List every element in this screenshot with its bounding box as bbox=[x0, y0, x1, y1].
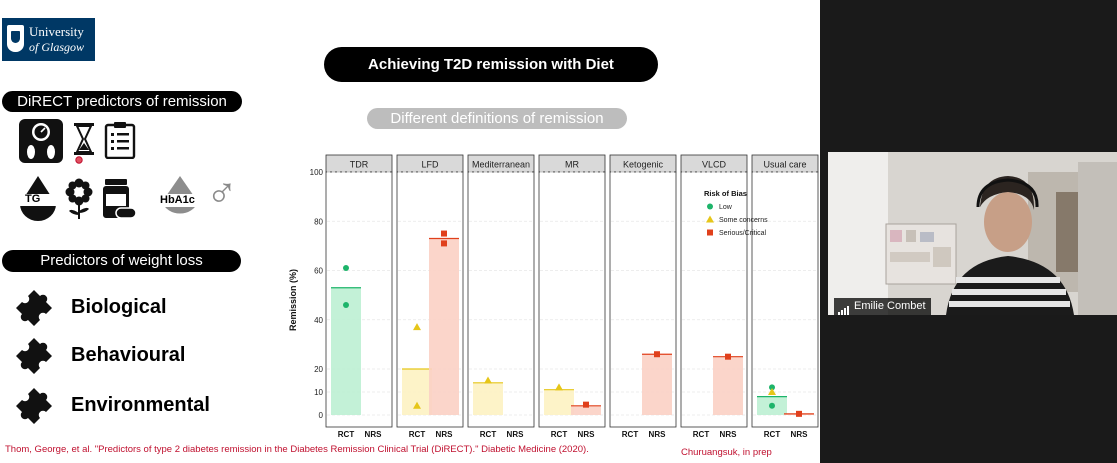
puzzle-icon bbox=[16, 338, 52, 374]
facet-label: VLCD bbox=[702, 160, 727, 170]
legend-key bbox=[707, 203, 713, 210]
bar bbox=[713, 356, 743, 415]
participant-name: Emilie Combet bbox=[854, 300, 926, 312]
bar bbox=[429, 238, 459, 415]
legend-key bbox=[706, 215, 714, 223]
x-tick-label: NRS bbox=[507, 430, 525, 439]
drop-icon: HbA1c bbox=[158, 174, 202, 222]
y-tick-label: 40 bbox=[314, 316, 323, 325]
facet-label: MR bbox=[565, 160, 579, 170]
data-point bbox=[343, 265, 349, 272]
data-point bbox=[769, 402, 775, 409]
slide-subtitle: Different definitions of remission bbox=[367, 108, 627, 129]
facet-label: Usual care bbox=[763, 160, 806, 170]
university-logo: University of Glasgow bbox=[2, 18, 95, 61]
legend-title: Risk of Bias bbox=[704, 189, 747, 198]
legend-key bbox=[707, 229, 713, 236]
puzzle-icon bbox=[16, 388, 52, 424]
legend-label: Serious/Critical bbox=[719, 230, 767, 237]
data-point bbox=[413, 401, 421, 409]
x-tick-label: RCT bbox=[551, 430, 568, 439]
y-tick-label: 60 bbox=[314, 267, 323, 276]
x-tick-label: NRS bbox=[649, 430, 667, 439]
y-axis-label: Remission (%) bbox=[288, 269, 298, 331]
data-point bbox=[441, 240, 447, 247]
presentation-slide: University of Glasgow Achieving T2D remi… bbox=[0, 0, 820, 463]
bar bbox=[642, 354, 672, 415]
x-tick-label: NRS bbox=[436, 430, 454, 439]
y-tick-label: 100 bbox=[310, 168, 324, 177]
hourglass-icon bbox=[74, 123, 94, 164]
x-tick-label: NRS bbox=[791, 430, 809, 439]
x-tick-label: RCT bbox=[622, 430, 639, 439]
legend-label: Low bbox=[719, 204, 733, 211]
y-tick-label: 10 bbox=[314, 388, 323, 397]
data-point bbox=[654, 351, 660, 358]
video-panel: Emilie Combet bbox=[820, 0, 1117, 463]
data-point bbox=[768, 388, 776, 395]
data-point bbox=[583, 401, 589, 408]
y-tick-label: 80 bbox=[314, 217, 323, 226]
facet-label: Mediterranean bbox=[472, 160, 530, 170]
citation-right: Churuangsuk, in prep bbox=[681, 447, 772, 458]
x-tick-label: RCT bbox=[338, 430, 355, 439]
data-point bbox=[441, 230, 447, 237]
facet-label: Ketogenic bbox=[623, 160, 664, 170]
legend-label: Some concerns bbox=[719, 217, 768, 224]
factor-label: Behavioural bbox=[71, 344, 186, 366]
logo-line2: of Glasgow bbox=[29, 40, 85, 54]
data-point bbox=[769, 384, 775, 391]
bar bbox=[544, 389, 574, 415]
signal-bars-icon bbox=[838, 299, 850, 315]
data-point bbox=[555, 383, 563, 391]
scale-feet-icon bbox=[19, 119, 63, 163]
drop-icon: TG bbox=[18, 174, 58, 222]
factor-label: Environmental bbox=[71, 394, 210, 416]
facet-label: TDR bbox=[350, 160, 369, 170]
bar bbox=[473, 382, 503, 415]
facet-panel bbox=[751, 171, 819, 428]
direct-heading: DiRECT predictors of remission bbox=[2, 91, 242, 112]
data-point bbox=[796, 410, 802, 417]
x-tick-label: RCT bbox=[409, 430, 426, 439]
y-tick-label: 20 bbox=[314, 365, 323, 374]
x-tick-label: NRS bbox=[578, 430, 596, 439]
x-tick-label: NRS bbox=[365, 430, 383, 439]
tg-label: TG bbox=[25, 193, 41, 205]
participant-video[interactable]: Emilie Combet bbox=[828, 152, 1117, 315]
male-symbol-icon: ♂ bbox=[206, 169, 238, 216]
clipboard-icon bbox=[104, 122, 136, 159]
flower-icon bbox=[65, 178, 93, 219]
slide-title: Achieving T2D remission with Diet bbox=[324, 47, 658, 82]
data-point bbox=[343, 301, 349, 308]
bar bbox=[331, 287, 361, 415]
weight-loss-heading: Predictors of weight loss bbox=[2, 250, 241, 272]
citation-left: Thom, George, et al. "Predictors of type… bbox=[5, 444, 589, 455]
puzzle-icon bbox=[16, 290, 52, 326]
pill-bottle-icon bbox=[103, 179, 136, 219]
facet-panel bbox=[538, 171, 606, 428]
data-point bbox=[725, 353, 731, 360]
x-tick-label: RCT bbox=[764, 430, 781, 439]
data-point bbox=[484, 376, 492, 384]
y-tick-label: 0 bbox=[319, 411, 324, 420]
x-tick-label: RCT bbox=[693, 430, 710, 439]
participant-name-tag: Emilie Combet bbox=[834, 298, 931, 315]
bar bbox=[571, 405, 601, 415]
remission-chart: TDR RCT NRS LFD RCT NRS Mediterranean RCT NRS MR R… bbox=[288, 154, 819, 439]
factor-label: Biological bbox=[71, 296, 167, 318]
logo-line1: University bbox=[29, 24, 84, 39]
x-tick-label: NRS bbox=[720, 430, 738, 439]
x-tick-label: RCT bbox=[480, 430, 497, 439]
hba1c-label: HbA1c bbox=[160, 194, 195, 206]
facet-label: LFD bbox=[421, 160, 439, 170]
crest-icon bbox=[7, 25, 24, 52]
data-point bbox=[413, 323, 421, 331]
video-frame-image bbox=[828, 152, 1117, 315]
